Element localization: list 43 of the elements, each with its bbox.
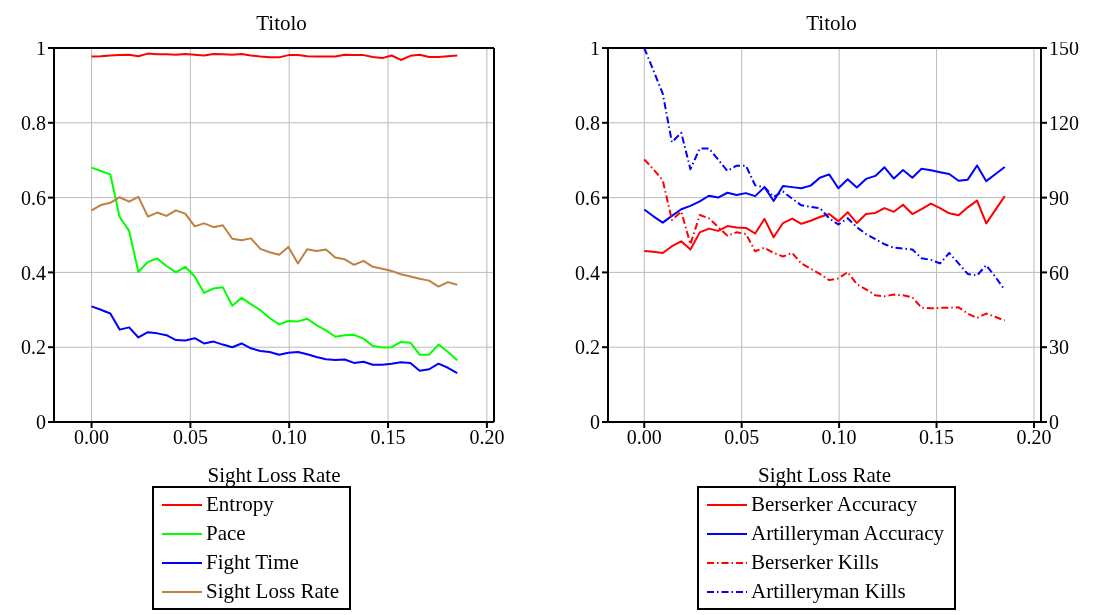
x-tick-label: 0.05 (172, 426, 208, 449)
legend-label: Artilleryman Accuracy (750, 521, 945, 546)
x-tick-label: 0.15 (919, 426, 955, 449)
y-tick-label: 1 (36, 37, 46, 60)
y2-tick-label: 150 (1049, 37, 1079, 60)
legend-label: Berserker Accuracy (750, 492, 919, 517)
x-tick-label: 0.05 (724, 426, 760, 449)
x-tick-label: 0.00 (626, 426, 662, 449)
line-series (643, 158, 1006, 322)
y-tick-label: 0.6 (21, 186, 46, 209)
legend-label: Sight Loss Rate (205, 579, 340, 604)
y-tick-label: 0 (36, 411, 46, 434)
y-tick-label: 0.6 (575, 186, 600, 209)
line-series (90, 305, 459, 375)
chart-title: Titolo (806, 11, 857, 35)
line-series (90, 195, 459, 288)
y-tick-label: 0 (590, 411, 600, 434)
y2-tick-label: 90 (1049, 186, 1069, 209)
x-tick-label: 0.00 (74, 426, 110, 449)
y-tick-label: 0.8 (575, 111, 600, 134)
legend-label: Pace (205, 521, 247, 546)
chart-title: Titolo (256, 11, 307, 35)
y2-tick-label: 60 (1049, 261, 1069, 284)
y2-tick-label: 30 (1049, 336, 1069, 359)
legend-label: Berserker Kills (750, 550, 880, 575)
y-tick-label: 0.2 (21, 336, 46, 359)
y2-tick-label: 120 (1049, 111, 1079, 134)
y-tick-label: 1 (590, 37, 600, 60)
legend-label: Entropy (205, 492, 275, 517)
x-tick-label: 0.20 (469, 426, 505, 449)
x-tick-label: 0.10 (821, 426, 857, 449)
y-tick-label: 0.4 (575, 261, 600, 284)
x-axis-title: Sight Loss Rate (207, 463, 341, 487)
line-series (90, 166, 459, 362)
line-series (90, 52, 459, 61)
y-tick-label: 0.4 (21, 261, 46, 284)
x-tick-label: 0.10 (271, 426, 307, 449)
y-tick-label: 0.2 (575, 336, 600, 359)
x-tick-label: 0.15 (370, 426, 406, 449)
x-axis-title: Sight Loss Rate (757, 463, 892, 487)
legend-label: Artilleryman Kills (750, 579, 907, 604)
y-tick-label: 0.8 (21, 111, 46, 134)
legend-label: Fight Time (205, 550, 300, 575)
